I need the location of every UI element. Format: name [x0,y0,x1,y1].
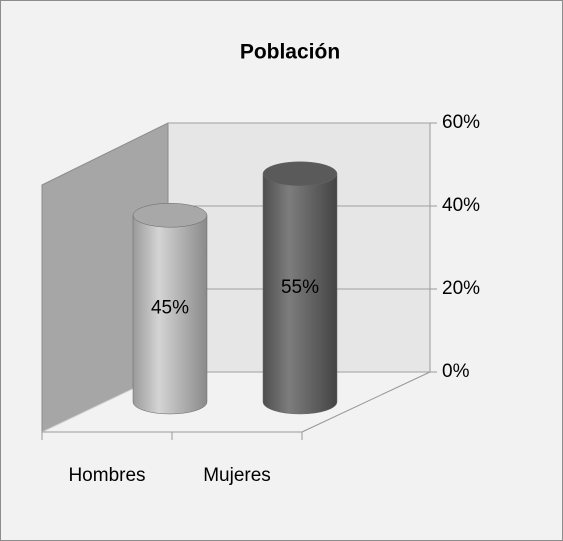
bar [132,215,208,415]
x-tick-label: Hombres [68,465,145,486]
bar-top [262,161,338,186]
data-label: 55% [281,277,319,298]
bar [262,173,338,415]
bar-top [132,203,208,228]
y-tick-label: 20% [442,278,480,299]
chart-title: Población [240,41,340,64]
y-tick-label: 40% [442,195,480,216]
floor-edge [301,371,431,433]
y-tick-label: 0% [442,361,470,382]
x-tick-label: Mujeres [203,465,271,486]
data-label: 45% [151,298,189,319]
y-tick-label: 60% [442,112,480,133]
